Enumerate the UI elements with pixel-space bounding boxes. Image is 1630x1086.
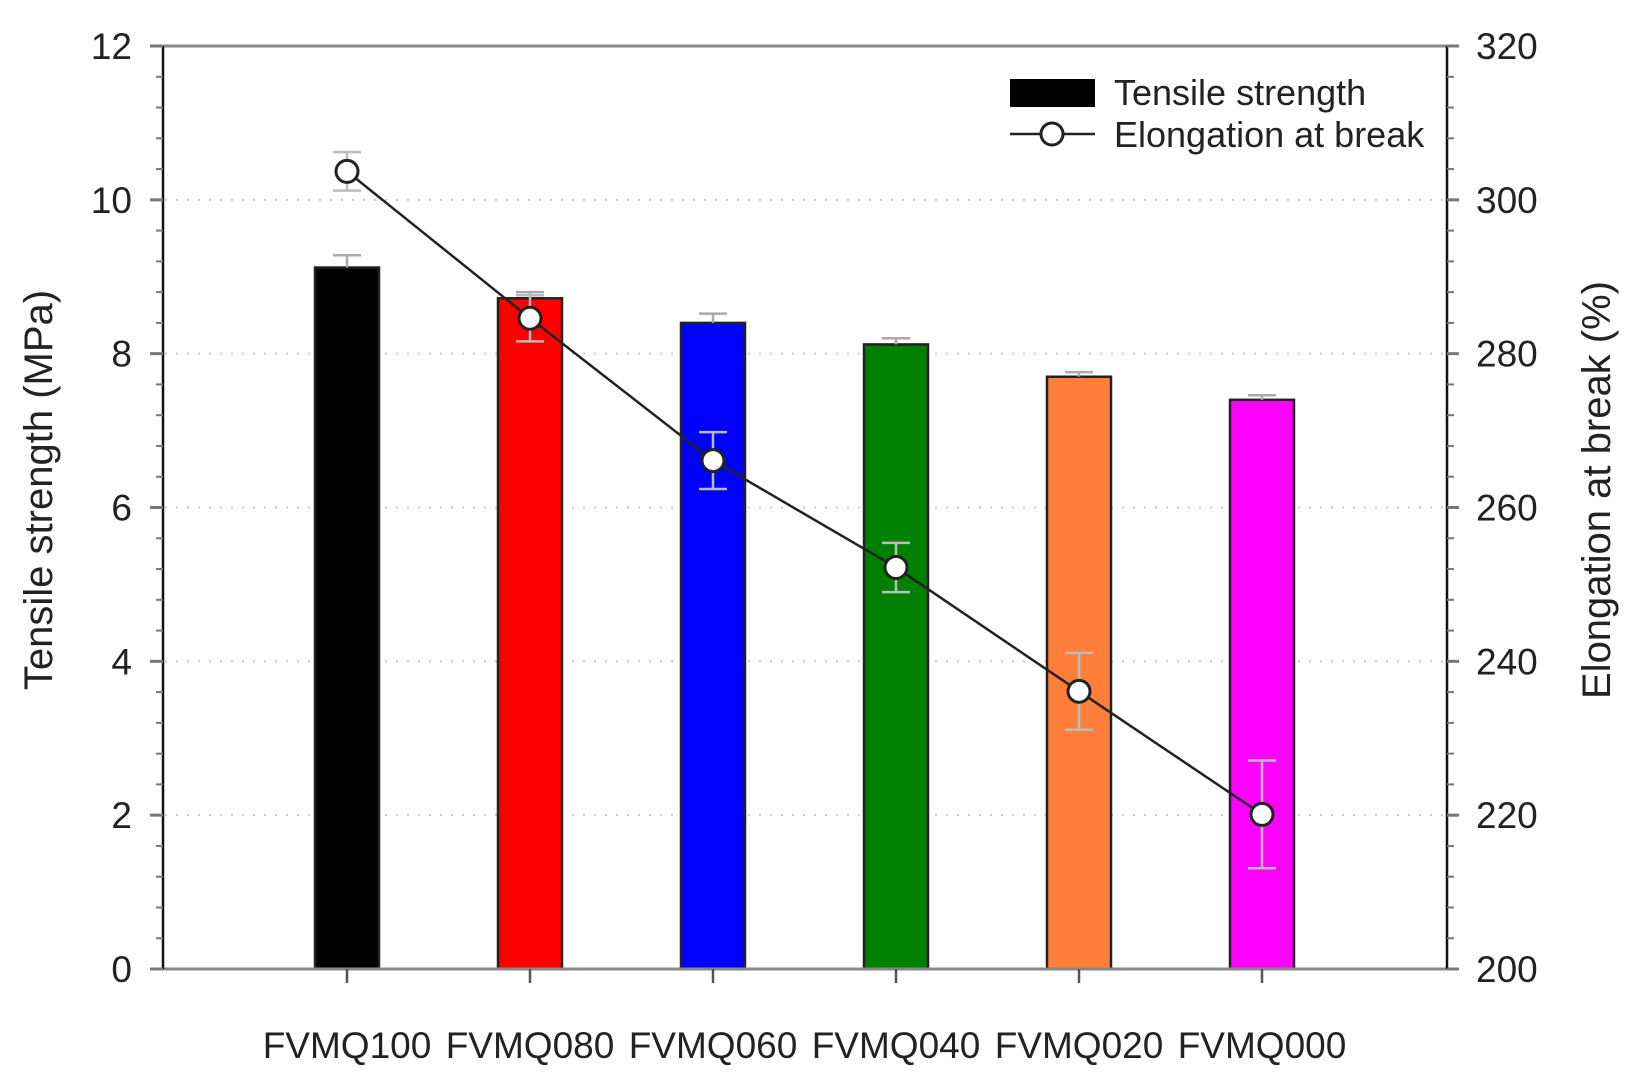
- left-tick-label: 4: [111, 641, 132, 682]
- elongation-point: [1066, 678, 1092, 704]
- gridlines: [165, 198, 1445, 817]
- bar: [496, 297, 564, 971]
- category-label: FVMQ020: [995, 1025, 1164, 1066]
- legend-label-elongation: Elongation at break: [1114, 114, 1425, 155]
- bar-error-bars: [333, 253, 1276, 400]
- legend-marker-swatch: [1039, 121, 1065, 147]
- left-tick-label: 0: [111, 949, 132, 990]
- line-series: [334, 158, 1275, 827]
- category-label: FVMQ040: [812, 1025, 981, 1066]
- left-tick-label: 10: [91, 180, 132, 221]
- right-axis-ticks: 200 220 240 260 280 300 320: [1447, 26, 1538, 990]
- right-tick-label: 320: [1476, 26, 1538, 67]
- elongation-point: [1249, 801, 1275, 827]
- bar: [679, 321, 747, 971]
- line-error-bars: [333, 150, 1276, 870]
- right-tick-label: 300: [1476, 180, 1538, 221]
- right-tick-label: 220: [1476, 795, 1538, 836]
- right-tick-label: 280: [1476, 334, 1538, 375]
- left-tick-label: 12: [91, 26, 132, 67]
- x-axis-ticks: FVMQ100 FVMQ080 FVMQ060 FVMQ040 FVMQ020 FVMQ0…: [263, 969, 1347, 1066]
- bar: [1228, 398, 1296, 971]
- legend: Tensile strength Elongation at break: [1010, 72, 1425, 155]
- elongation-line: [346, 170, 1263, 816]
- bar: [862, 343, 930, 971]
- legend-bar-swatch: [1010, 79, 1095, 107]
- left-tick-label: 6: [111, 488, 132, 529]
- legend-label-tensile: Tensile strength: [1114, 72, 1366, 113]
- elongation-point: [334, 158, 360, 184]
- category-label: FVMQ100: [263, 1025, 432, 1066]
- elongation-point: [700, 448, 726, 474]
- category-label: FVMQ000: [1178, 1025, 1347, 1066]
- right-tick-label: 240: [1476, 641, 1538, 682]
- left-tick-label: 2: [111, 795, 132, 836]
- category-label: FVMQ060: [629, 1025, 798, 1066]
- left-axis-ticks: 0 2 4 6 8 10 12: [91, 26, 163, 990]
- elongation-point: [883, 554, 909, 580]
- bar: [313, 266, 381, 971]
- elongation-point: [517, 305, 543, 331]
- left-axis-title: Tensile strength (MPa): [17, 290, 61, 690]
- right-tick-label: 200: [1476, 949, 1538, 990]
- left-tick-label: 8: [111, 334, 132, 375]
- category-label: FVMQ080: [446, 1025, 615, 1066]
- bar-series: [313, 266, 1296, 971]
- right-axis-title: Elongation at break (%): [1575, 281, 1619, 699]
- right-tick-label: 260: [1476, 488, 1538, 529]
